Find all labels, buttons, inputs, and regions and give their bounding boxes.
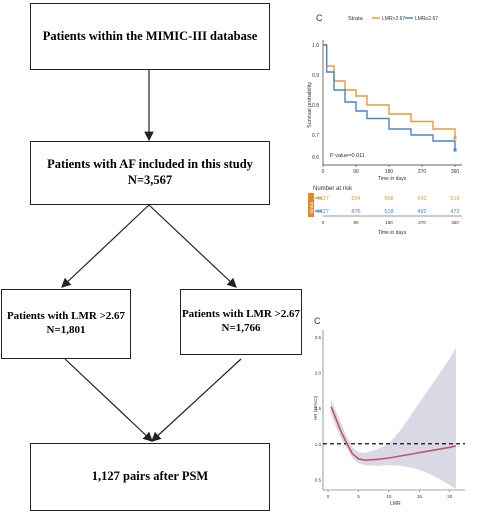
km-x-tick-label: 90: [353, 169, 359, 175]
rcs-y-tick-label: 0.5: [315, 477, 322, 482]
flow-box-mimic-database: Patients within the MIMIC-III database: [30, 3, 270, 70]
rcs-x-tick-label: 15: [417, 494, 423, 499]
arrow-box2-box3: [61, 204, 150, 288]
flow-box-lmr1-count: N=1,801: [46, 324, 86, 336]
km-risk-cell-high: 519: [450, 196, 459, 202]
flow-box-lmr1-text: Patients with LMR >2.67: [6, 310, 126, 323]
flow-box-psm-text: 1,127 pairs after PSM: [91, 469, 209, 484]
km-x-tick-label: 0: [322, 169, 325, 175]
flow-box-af-text: Patients with AF included in this study: [47, 157, 253, 172]
km-legend-high: LMR>2.67: [382, 16, 405, 22]
km-panel-background: [305, 0, 480, 245]
km-risk-x-tick-label: 0: [322, 220, 325, 225]
km-risk-side-label: Strata: [309, 201, 314, 214]
rcs-x-tick-label: 5: [357, 494, 360, 499]
km-y-tick-label: 0.9: [312, 73, 319, 79]
rcs-hr-curve: [330, 406, 457, 461]
flow-box-af-count: N=3,567: [127, 173, 173, 187]
km-x-axis-label: Time in days: [378, 176, 407, 182]
rcs-confidence-band: [331, 347, 456, 490]
km-risk-title: Number at risk: [313, 186, 353, 192]
km-risk-cell-low: 518: [384, 209, 393, 215]
rcs-x-tick-label: 10: [386, 494, 392, 499]
km-risk-cell-low: 472: [450, 209, 459, 215]
arrow-box3-box5: [64, 358, 153, 442]
km-y-axis-label: Survival probability: [307, 82, 313, 128]
flow-box-lmr2-count: N=1,766: [221, 322, 261, 334]
km-risk-cell-low: 492: [417, 209, 426, 215]
flow-box-psm-pairs: 1,127 pairs after PSM: [30, 443, 270, 511]
km-risk-cell-high: 1127: [317, 196, 329, 202]
km-risk-cell-high: 542: [417, 196, 426, 202]
km-risk-x-tick-label: 90: [353, 220, 359, 225]
km-risk-cell-high: 934: [351, 196, 360, 202]
km-x-tick-label: 180: [385, 169, 394, 175]
arrow-box4-box5: [151, 358, 242, 442]
km-series-lmr-high: [323, 44, 456, 138]
rcs-x-axis-label: LMR: [390, 501, 401, 507]
flow-box-lmr-group-1: Patients with LMR >2.67 N=1,801: [1, 289, 131, 359]
rcs-x-tick-label: 0: [327, 494, 330, 499]
rcs-panel-label: C: [314, 316, 321, 326]
rcs-y-tick-label: 2.0: [315, 371, 322, 376]
flow-box-af-included: Patients with AF included in this study …: [30, 141, 270, 205]
rcs-y-tick-label: 2.5: [315, 335, 322, 340]
km-y-tick-label: 1.0: [312, 43, 319, 49]
km-panel-label: C: [316, 13, 323, 23]
km-y-tick-label: 0.7: [312, 133, 319, 139]
km-strata-title: Strata: [348, 16, 364, 22]
km-risk-x-label: Time in days: [378, 230, 407, 236]
arrow-box2-box4: [148, 204, 237, 288]
km-risk-side-bar: [308, 193, 314, 217]
km-risk-x-tick-label: 360: [451, 220, 459, 225]
rcs-y-axis-label: HR (95%CI): [313, 395, 318, 420]
km-risk-cell-low: 1127: [317, 209, 329, 215]
flow-box-lmr-group-2: Patients with LMR >2.67 N=1,766: [180, 289, 302, 355]
km-series-lmr-low: [323, 44, 456, 150]
km-y-tick-label: 0.8: [312, 103, 319, 109]
rcs-y-tick-label: 1.5: [315, 406, 322, 411]
rcs-x-tick-label: 20: [447, 494, 453, 499]
km-x-tick-label: 360: [451, 169, 460, 175]
flow-box-lmr2-text: Patients with LMR >2.67: [181, 308, 301, 321]
km-x-tick-label: 270: [418, 169, 427, 175]
km-legend-low: LMR≤2.67: [415, 16, 438, 22]
km-risk-x-tick-label: 270: [418, 220, 426, 225]
km-y-tick-label: 0.6: [312, 155, 319, 161]
km-risk-cell-low: 876: [351, 209, 360, 215]
km-risk-cell-high: 568: [384, 196, 393, 202]
km-pvalue: P value=0.011: [330, 153, 365, 159]
rcs-y-tick-label: 1.0: [315, 442, 322, 447]
km-risk-x-tick-label: 180: [385, 220, 393, 225]
flow-box-mimic-text: Patients within the MIMIC-III database: [42, 28, 258, 43]
